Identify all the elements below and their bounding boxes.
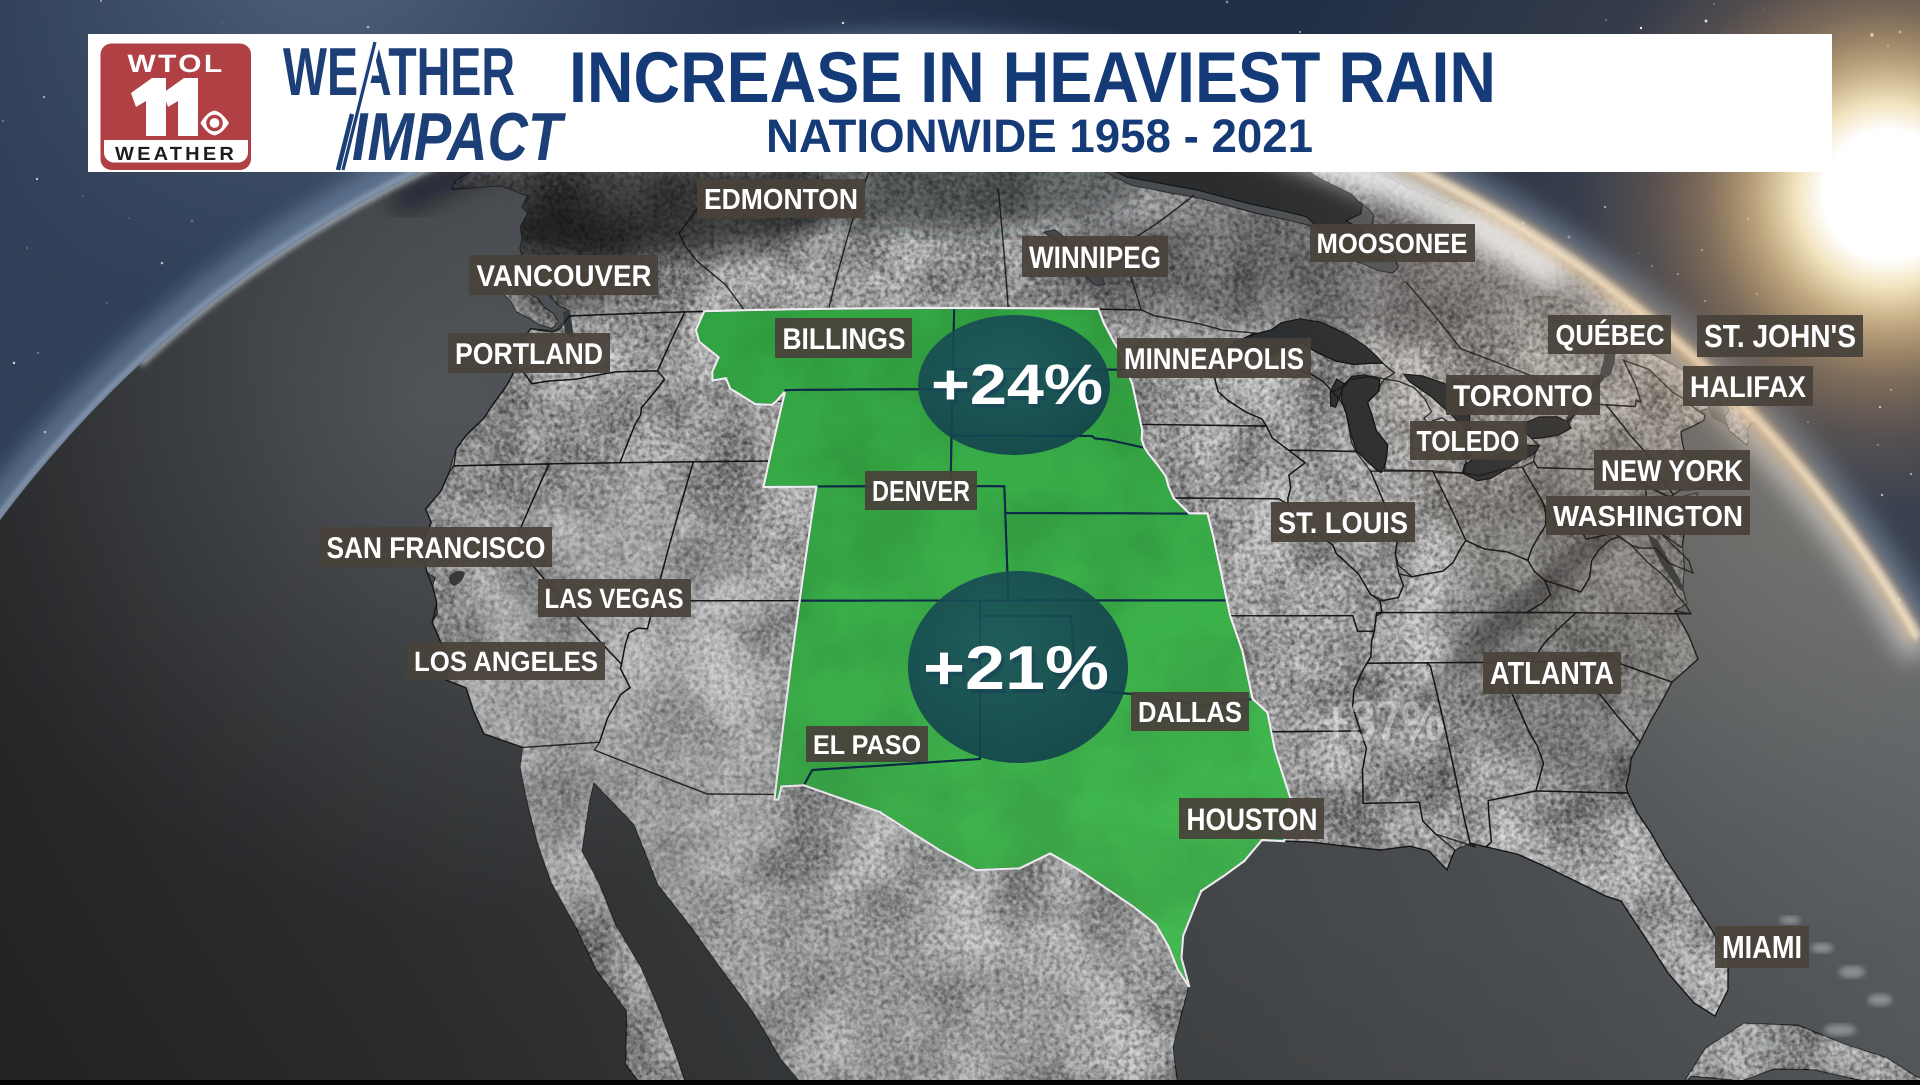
svg-text:NATIONWIDE 1958 - 2021: NATIONWIDE 1958 - 2021 xyxy=(766,109,1313,162)
svg-text:MOOSONEE: MOOSONEE xyxy=(1317,228,1468,259)
svg-text:SAN FRANCISCO: SAN FRANCISCO xyxy=(327,532,546,565)
svg-text:WTOL: WTOL xyxy=(128,50,225,78)
svg-text:INCREASE IN HEAVIEST RAIN: INCREASE IN HEAVIEST RAIN xyxy=(569,38,1496,118)
svg-text:WEATHER: WEATHER xyxy=(283,34,515,110)
svg-text:+21%: +21% xyxy=(926,638,1112,707)
svg-text:HALIFAX: HALIFAX xyxy=(1690,371,1806,404)
svg-text:+37%: +37% xyxy=(1322,689,1444,752)
svg-text:DALLAS: DALLAS xyxy=(1138,697,1242,729)
svg-text:WEATHER: WEATHER xyxy=(115,144,237,165)
svg-text:MINNEAPOLIS: MINNEAPOLIS xyxy=(1124,343,1304,376)
svg-text:NEW YORK: NEW YORK xyxy=(1601,455,1743,488)
svg-text:EDMONTON: EDMONTON xyxy=(704,184,858,216)
svg-text:QUÉBEC: QUÉBEC xyxy=(1556,319,1665,352)
svg-text:MIAMI: MIAMI xyxy=(1722,929,1802,965)
svg-text:LAS VEGAS: LAS VEGAS xyxy=(545,583,684,614)
svg-text:DENVER: DENVER xyxy=(872,476,970,508)
svg-text:BILLINGS: BILLINGS xyxy=(783,323,906,356)
svg-text:+21%: +21% xyxy=(923,634,1109,703)
svg-text:ST. JOHN'S: ST. JOHN'S xyxy=(1704,318,1856,354)
svg-text:TORONTO: TORONTO xyxy=(1453,380,1593,413)
svg-text:PORTLAND: PORTLAND xyxy=(455,338,603,371)
svg-text:HOUSTON: HOUSTON xyxy=(1187,802,1318,837)
svg-text:+24%: +24% xyxy=(934,357,1106,421)
svg-text:EL PASO: EL PASO xyxy=(813,730,921,760)
svg-text:WASHINGTON: WASHINGTON xyxy=(1553,501,1743,533)
svg-text:VANCOUVER: VANCOUVER xyxy=(477,260,652,293)
svg-text:IMPACT: IMPACT xyxy=(352,99,566,175)
svg-text:ST. LOUIS: ST. LOUIS xyxy=(1278,507,1408,540)
svg-text:WINNIPEG: WINNIPEG xyxy=(1029,240,1161,275)
svg-text:LOS ANGELES: LOS ANGELES xyxy=(414,646,598,677)
svg-text:ATLANTA: ATLANTA xyxy=(1490,655,1614,691)
svg-text:+24%: +24% xyxy=(931,353,1103,417)
svg-text:TOLEDO: TOLEDO xyxy=(1417,426,1520,458)
